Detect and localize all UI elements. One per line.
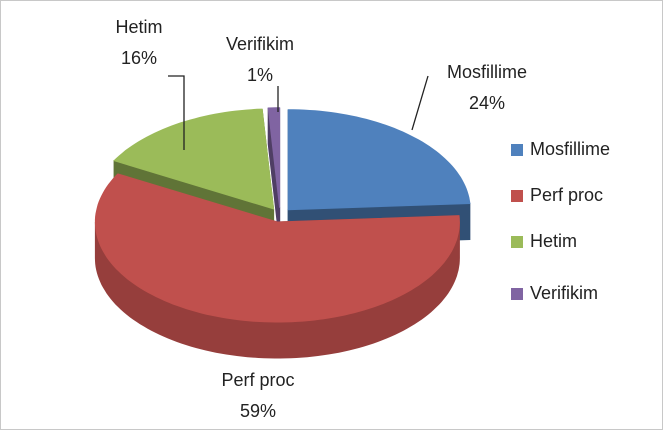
data-label: 24%	[469, 93, 505, 113]
slice	[287, 109, 471, 211]
slice	[113, 108, 275, 210]
data-label: 1%	[247, 65, 273, 85]
leader-line	[411, 75, 429, 131]
legend-marker	[511, 236, 523, 248]
data-label: 16%	[121, 48, 157, 68]
legend-label: Hetim	[530, 231, 577, 251]
legend-label: Mosfillime	[530, 139, 610, 159]
legend-label: Verifikim	[530, 283, 598, 303]
data-label-name: Perf proc	[221, 370, 294, 390]
legend-marker	[511, 144, 523, 156]
legend-marker	[511, 288, 523, 300]
leader-line	[168, 75, 185, 150]
data-label-name: Verifikim	[226, 34, 294, 54]
data-label-name: Hetim	[115, 17, 162, 37]
slice	[94, 173, 460, 323]
slice	[267, 107, 281, 208]
legend-marker	[511, 190, 523, 202]
data-label-name: Mosfillime	[447, 62, 527, 82]
legend-label: Perf proc	[530, 185, 603, 205]
data-label: 59%	[240, 401, 276, 421]
